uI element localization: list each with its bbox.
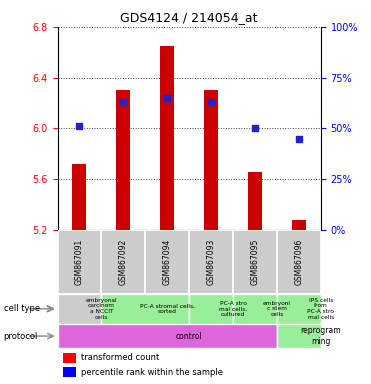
Text: PC-A stro
mal cells,
cultured: PC-A stro mal cells, cultured (219, 301, 247, 317)
Bar (58, 294, 101, 324)
Point (252, 125, 258, 131)
Bar (145, 230, 189, 294)
Bar (58, 324, 277, 348)
Text: PC-A stromal cells,
sorted: PC-A stromal cells, sorted (140, 303, 195, 314)
Bar (189, 230, 233, 294)
Text: embryoni
c stem
cells: embryoni c stem cells (263, 301, 291, 317)
Bar (189, 294, 233, 324)
Bar (292, 220, 306, 230)
Bar (63, 353, 76, 362)
Bar (101, 294, 189, 324)
Bar (233, 294, 277, 324)
Title: GDS4124 / 214054_at: GDS4124 / 214054_at (121, 11, 258, 24)
Point (208, 99, 214, 105)
Bar (248, 172, 262, 230)
Bar (277, 230, 321, 294)
Text: cell type: cell type (4, 304, 40, 313)
Bar (204, 90, 218, 230)
Text: GSM867095: GSM867095 (250, 238, 260, 285)
Text: GSM867092: GSM867092 (119, 239, 128, 285)
Text: control: control (176, 331, 203, 341)
Bar (277, 324, 321, 348)
Bar (233, 230, 277, 294)
Bar (58, 230, 101, 294)
Text: percentile rank within the sample: percentile rank within the sample (81, 368, 223, 377)
Point (164, 95, 170, 101)
Point (296, 136, 302, 142)
Point (121, 99, 127, 105)
Text: GSM867093: GSM867093 (207, 238, 216, 285)
Bar (101, 230, 145, 294)
Bar (277, 294, 321, 324)
Text: embryonal
carcinom
a NCCIT
cells: embryonal carcinom a NCCIT cells (86, 298, 117, 320)
Bar (160, 46, 174, 230)
Text: IPS cells
from
PC-A stro
mal cells: IPS cells from PC-A stro mal cells (308, 298, 334, 320)
Text: transformed count: transformed count (81, 353, 160, 362)
Bar (116, 90, 130, 230)
Text: GSM867091: GSM867091 (75, 239, 84, 285)
Bar (63, 367, 76, 377)
Text: reprogram
ming: reprogram ming (301, 326, 341, 346)
Text: protocol: protocol (4, 331, 38, 341)
Text: GSM867096: GSM867096 (295, 238, 303, 285)
Text: GSM867094: GSM867094 (163, 238, 172, 285)
Bar (72, 164, 86, 230)
Point (76, 123, 82, 129)
